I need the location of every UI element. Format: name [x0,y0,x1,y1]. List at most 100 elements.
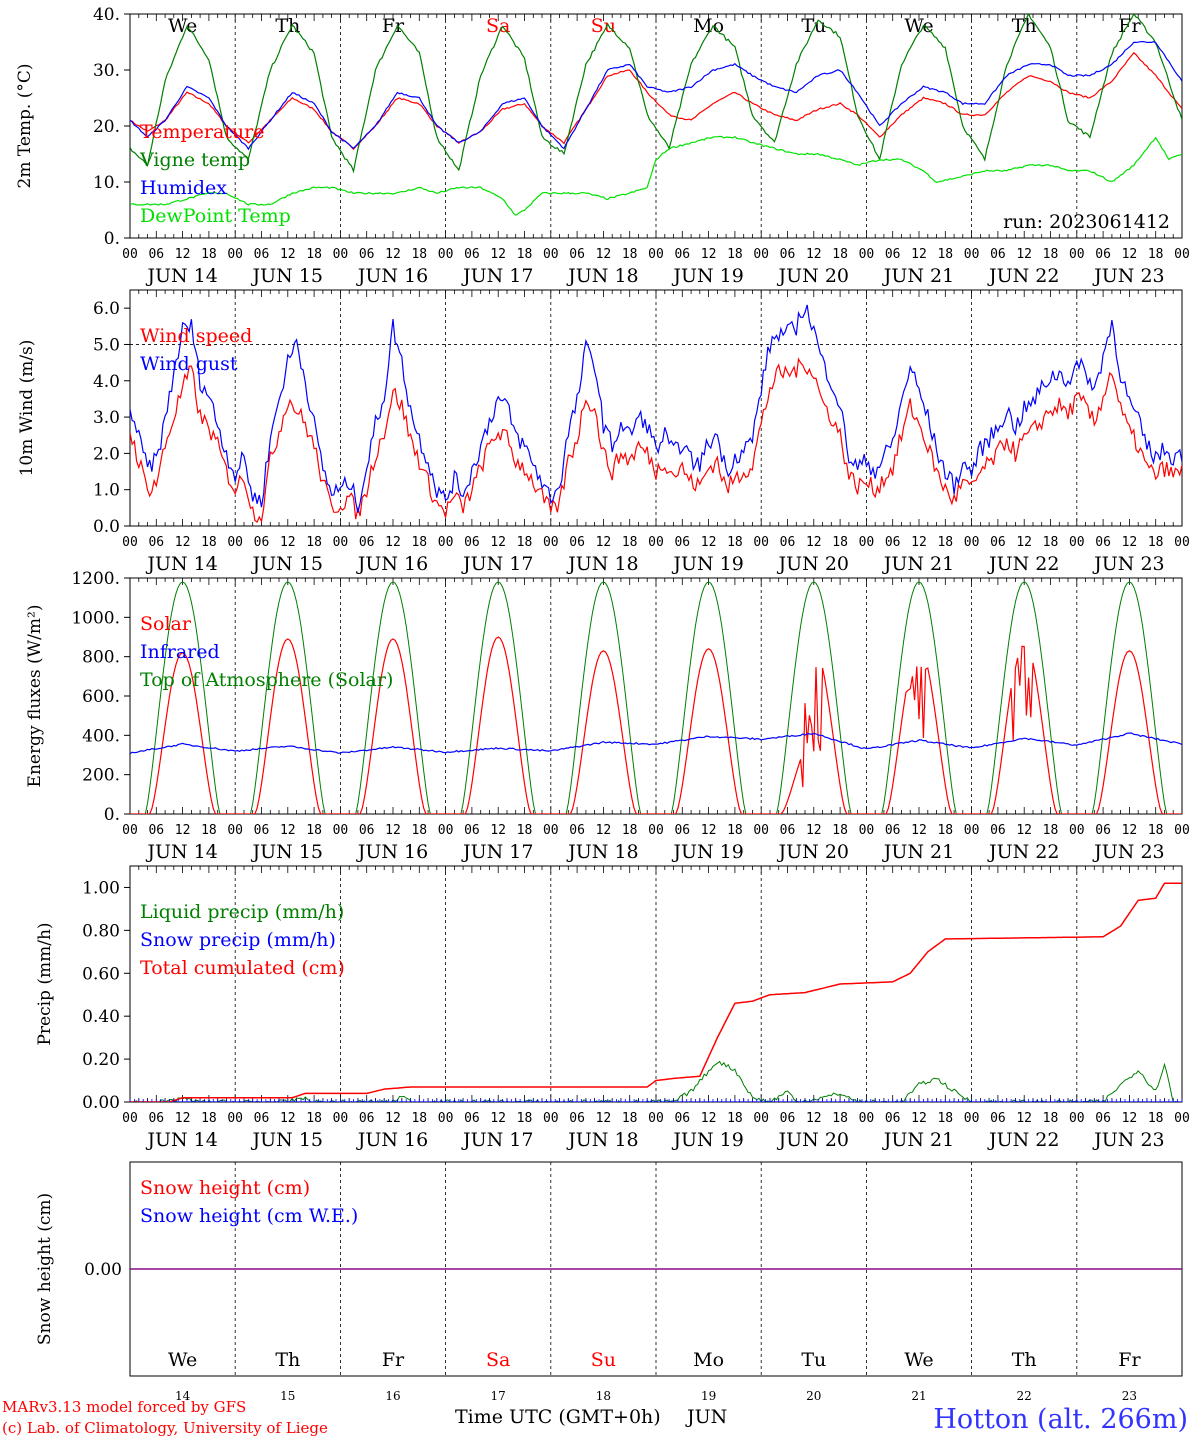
y-axis-label: 2m Temp. (°C) [15,63,35,188]
hour-tick-label: 18 [622,823,638,838]
weekday-label: Sa [486,1349,510,1371]
hour-tick-label: 18 [1043,247,1059,262]
panel-precip: 0.00 0.20 0.40 0.60 0.80 1.00 Precip (mm/h) 00 0… [35,865,1190,1151]
hour-tick-label: 00 [859,247,875,262]
y-tick-label: 3.0 [93,408,120,428]
day-label: JUN 19 [671,553,743,575]
day-number-label: 19 [701,1389,716,1403]
day-label: JUN 23 [1092,553,1164,575]
y-tick-label: 1200. [71,569,120,589]
hour-tick-label: 00 [964,823,980,838]
hour-tick-label: 06 [885,247,901,262]
hour-tick-label: 00 [333,823,349,838]
hour-tick-label: 18 [622,535,638,550]
y-tick-label: 0.80 [82,921,120,941]
day-label: JUN 16 [356,553,428,575]
hour-tick-label: 12 [175,247,191,262]
hour-tick-label: 18 [937,535,953,550]
hour-tick-label: 00 [964,535,980,550]
series-solar [130,636,1182,814]
hour-tick-label: 18 [937,1111,953,1126]
hour-tick-label: 12 [1016,1111,1032,1126]
hour-tick-label: 06 [359,1111,375,1126]
hour-tick-label: 06 [674,535,690,550]
day-label: JUN 17 [461,553,533,575]
credit-line-1: MARv3.13 model forced by GFS [2,1398,246,1416]
hour-tick-label: 00 [1069,823,1085,838]
hour-tick-label: 06 [990,535,1006,550]
hour-tick-label: 12 [596,535,612,550]
hour-tick-label: 18 [411,247,427,262]
y-tick-label: 4.0 [93,372,120,392]
hour-tick-label: 00 [122,247,138,262]
day-label: JUN 22 [987,841,1059,863]
hour-tick-label: 18 [1148,535,1164,550]
y-tick-label: 200. [82,766,120,786]
day-label: JUN 23 [1092,1129,1164,1151]
hour-tick-label: 06 [674,823,690,838]
y-tick-label: 0.40 [82,1007,120,1027]
hour-tick-label: 00 [438,535,454,550]
hour-tick-label: 12 [280,1111,296,1126]
day-number-label: 17 [491,1389,506,1403]
weekday-label: Sa [486,15,510,37]
hour-tick-label: 00 [648,247,664,262]
hour-tick-label: 18 [517,247,533,262]
hour-tick-label: 12 [280,535,296,550]
series-wind-speed [130,357,1182,524]
hour-tick-label: 00 [1174,823,1190,838]
y-tick-label: 1.00 [82,878,120,898]
y-axis-label: Precip (mm/h) [35,922,55,1045]
hour-tick-label: 00 [438,823,454,838]
hour-tick-label: 18 [517,535,533,550]
series-toa-solar [130,581,1182,814]
hour-tick-label: 06 [1095,823,1111,838]
weekday-label: Fr [1118,1349,1141,1371]
day-label: JUN 19 [671,1129,743,1151]
series-infrared [130,732,1182,755]
y-axis-label: Snow height (cm) [35,1193,55,1345]
hour-tick-label: 06 [885,535,901,550]
hour-tick-label: 18 [411,1111,427,1126]
hour-tick-label: 18 [832,1111,848,1126]
day-number-label: 18 [596,1389,611,1403]
day-label: JUN 19 [671,841,743,863]
day-label: JUN 18 [566,1129,638,1151]
day-label: JUN 14 [145,265,217,287]
panel-energy: 0. 200. 400. 600. 800. 1000. 1200. Energy fluxe… [25,569,1190,863]
hour-tick-label: 00 [1174,535,1190,550]
hour-tick-label: 00 [543,1111,559,1126]
weekday-label: Th [1012,1349,1037,1371]
hour-tick-label: 00 [859,535,875,550]
day-label: JUN 23 [1092,265,1164,287]
hour-tick-label: 12 [1016,247,1032,262]
hour-tick-label: 12 [385,535,401,550]
x-axis-label: Time UTC (GMT+0h) [455,1406,661,1428]
hour-tick-label: 00 [227,535,243,550]
legend-entry: Total cumulated (cm) [140,957,345,979]
y-tick-label: 600. [82,687,120,707]
hour-tick-label: 06 [885,823,901,838]
hour-tick-label: 18 [937,247,953,262]
hour-tick-label: 12 [701,247,717,262]
hour-tick-label: 00 [122,535,138,550]
y-tick-label: 10. [93,173,120,193]
hour-ticks [129,290,1183,526]
day-label: JUN 15 [251,1129,323,1151]
run-label: run: 2023061412 [1003,211,1170,233]
hour-tick-label: 00 [227,823,243,838]
y-tick-label: 5.0 [93,335,120,355]
day-label: JUN 20 [777,553,849,575]
y-tick-label: 0.00 [82,1093,120,1113]
hour-tick-label: 12 [596,823,612,838]
hour-tick-label: 00 [648,823,664,838]
hour-tick-label: 00 [964,247,980,262]
day-label: JUN 21 [882,265,954,287]
hour-tick-label: 12 [490,823,506,838]
hour-tick-label: 18 [937,823,953,838]
hour-tick-label: 00 [227,1111,243,1126]
hour-tick-label: 06 [148,823,164,838]
series-wind-gust [130,304,1182,513]
weekday-label: We [904,1349,933,1371]
